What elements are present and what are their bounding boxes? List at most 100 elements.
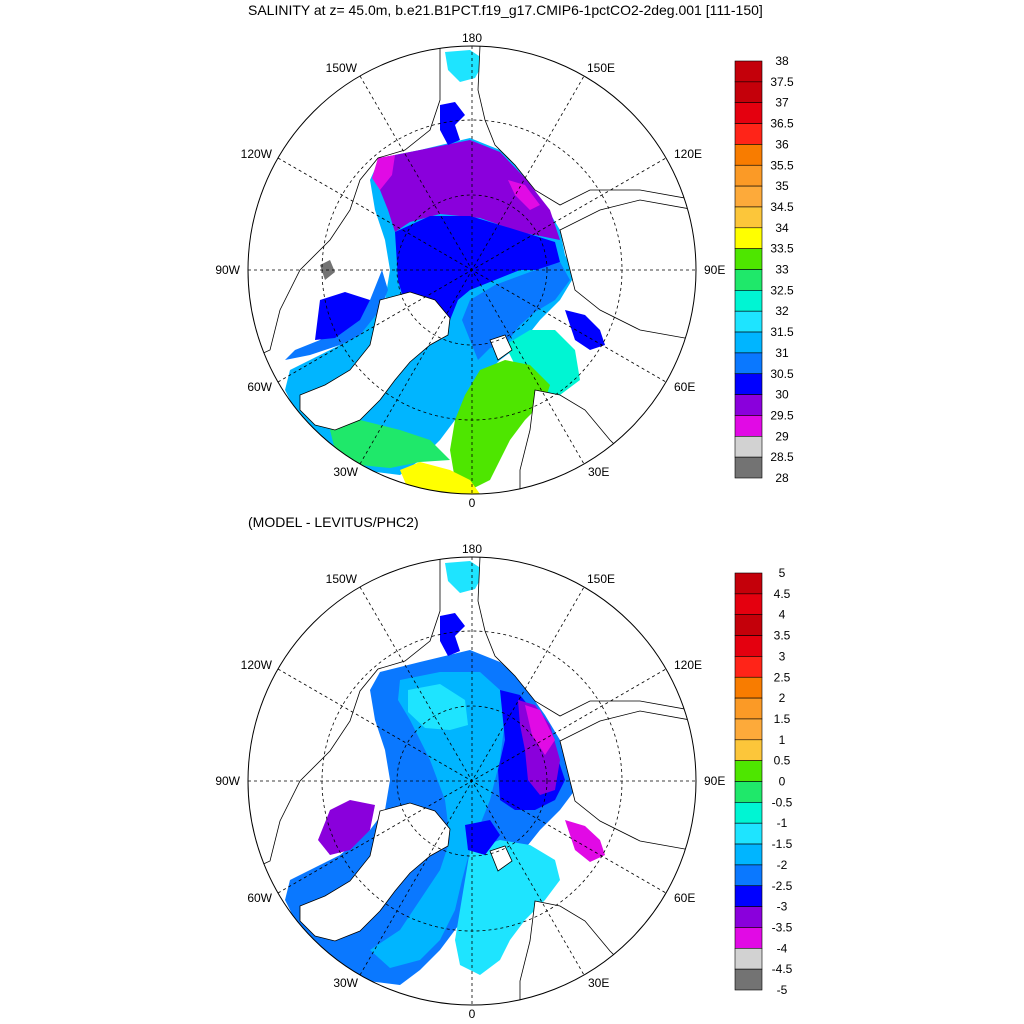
lon-label-120e: 120E [674,658,702,672]
colorbar-swatch [734,822,763,845]
colorbar-swatch [734,781,763,803]
map-boundary [247,45,697,495]
colorbar-label: 34.5 [770,200,794,214]
colorbar-swatch [734,927,763,949]
salinity-map: 180 0 90W 90E 150W 120W 150E 120E 60W 30… [215,31,725,510]
colorbar-swatch [734,760,763,782]
colorbar-label: 5 [779,566,786,580]
colorbar-swatch [734,144,763,166]
lon-label-30w: 30W [333,465,358,479]
difference-map: 180 0 90W 90E 150W 120W 150E 120E 60W 30… [215,542,725,1021]
colorbar-label: 36 [775,137,789,151]
colorbar-label: -4 [777,941,788,955]
colorbar-swatch [734,635,763,657]
colorbar-label: 35 [775,179,789,193]
colorbar-swatch [734,123,763,145]
colorbar-label: 32 [775,304,789,318]
colorbar-swatch [734,352,763,375]
colorbar-label: 0.5 [774,754,791,768]
colorbar-swatch [734,269,763,291]
colorbar-swatch [734,906,763,928]
lon-label-60e: 60E [674,891,695,905]
colorbar-swatch [734,843,763,866]
colorbar-label: 30 [775,388,789,402]
colorbar-swatch [734,227,763,249]
colorbar-label: 30.5 [770,367,794,381]
colorbar-swatch [734,102,763,124]
colorbar-label: 1 [779,733,786,747]
colorbar-swatch [734,947,763,970]
colorbar-label: 33 [775,263,789,277]
lon-label-90w: 90W [215,263,240,277]
colorbar-label: 29 [775,429,789,443]
colorbar-swatch [734,331,763,354]
colorbar-label: 4.5 [774,587,791,601]
lon-label-120w: 120W [241,147,273,161]
colorbar-label: 28 [775,471,789,485]
lon-label-0: 0 [469,1007,476,1021]
colorbar-swatch [734,415,763,437]
colorbar-label: -4.5 [772,962,793,976]
colorbar-swatch [734,290,763,312]
colorbar-label: 2 [779,691,786,705]
colorbar-label: 32.5 [770,283,794,297]
colorbar-label: -2 [777,858,788,872]
colorbar-swatch [734,310,763,333]
colorbar-label: 34 [775,221,789,235]
colorbar-label: 31 [775,346,789,360]
colorbar-swatch [734,394,763,416]
colorbar-swatch [734,373,763,395]
colorbar-swatch [734,456,763,479]
colorbar-swatch [734,802,763,824]
colorbar-label: -1 [777,816,788,830]
colorbar-swatch [734,718,763,741]
colorbar-swatch [734,739,763,761]
colorbar-label: -2.5 [772,879,793,893]
lon-label-180: 180 [462,31,482,45]
lon-label-60w: 60W [247,891,272,905]
lon-label-180: 180 [462,542,482,556]
colorbar-label: -5 [777,983,788,997]
colorbar-label: 3 [779,649,786,663]
colorbar-swatch [734,185,763,208]
colorbar-swatch [734,435,763,458]
figure-title: SALINITY at z= 45.0m, b.e21.B1PCT.f19_g1… [248,2,763,18]
colorbar-swatch [734,676,763,699]
lon-label-120e: 120E [674,147,702,161]
lon-label-150e: 150E [587,61,615,75]
colorbar-swatch [734,164,763,187]
colorbar-label: -3 [777,900,788,914]
colorbar-label: 28.5 [770,450,794,464]
colorbar-label: -0.5 [772,795,793,809]
colorbar-swatch [734,697,763,720]
lon-label-60e: 60E [674,380,695,394]
map-boundary [247,556,697,1006]
colorbar-label: 31.5 [770,325,794,339]
difference-title: (MODEL - LEVITUS/PHC2) [248,514,419,530]
colorbar-label: 37.5 [770,75,794,89]
colorbar-label: 37 [775,96,789,110]
lon-label-0: 0 [469,496,476,510]
colorbar-label: 0 [779,775,786,789]
colorbar-label: -1.5 [772,837,793,851]
lon-label-30w: 30W [333,976,358,990]
lon-label-30e: 30E [588,465,609,479]
colorbar-swatch [734,614,763,636]
lon-label-120w: 120W [241,658,273,672]
lon-label-60w: 60W [247,380,272,394]
lon-label-90w: 90W [215,774,240,788]
colorbar-swatch [734,885,763,907]
lon-label-90e: 90E [704,263,725,277]
colorbar-swatch [734,864,763,887]
colorbar-swatch [734,248,763,270]
colorbar-swatch [734,206,763,229]
colorbar-label: 35.5 [770,158,794,172]
lon-label-150w: 150W [326,61,358,75]
salinity-colorbar: 38 37.5 37 36.5 36 35.5 35 34.5 34 33.5 33 32.5 32 31… [734,54,794,485]
colorbar-swatch [734,81,763,103]
lon-label-150w: 150W [326,572,358,586]
lon-label-90e: 90E [704,774,725,788]
colorbar-label: 29.5 [770,408,794,422]
colorbar-swatch [734,572,763,595]
